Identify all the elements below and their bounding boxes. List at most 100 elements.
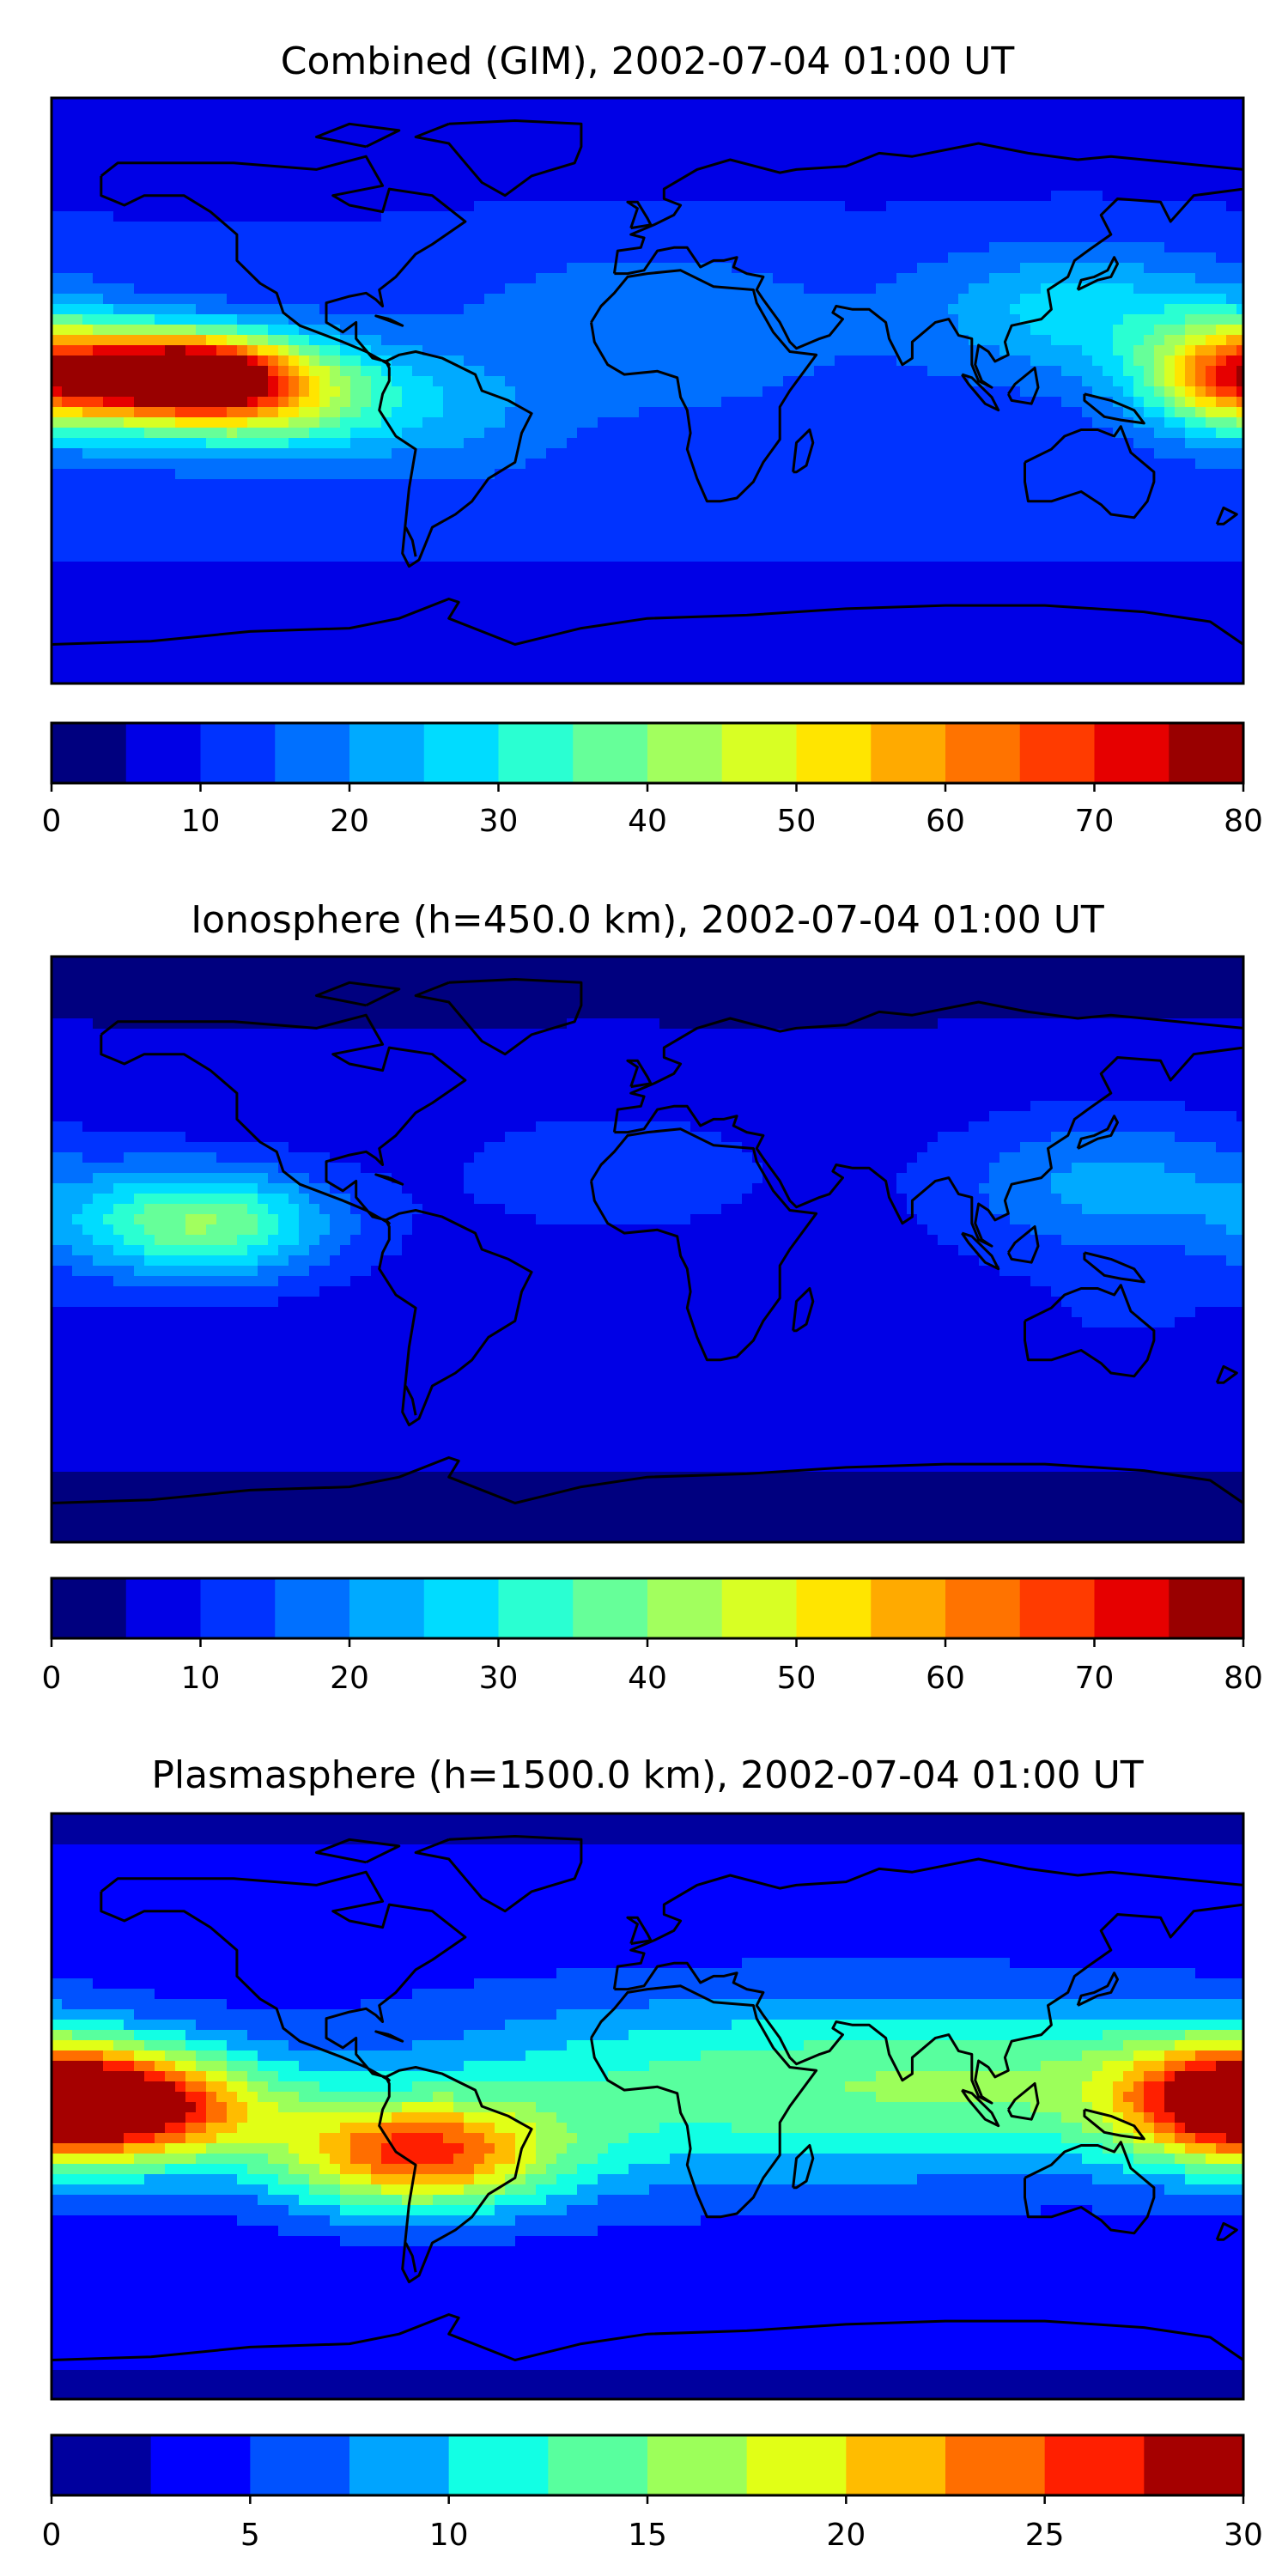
field-cell xyxy=(392,294,403,305)
field-cell xyxy=(412,201,423,212)
field-cell xyxy=(742,428,753,439)
field-cell xyxy=(227,459,238,470)
field-cell xyxy=(742,232,753,243)
field-cell xyxy=(309,469,320,480)
field-cell xyxy=(278,386,289,398)
field-cell xyxy=(82,345,94,356)
field-cell xyxy=(1072,366,1083,377)
field-cell xyxy=(536,232,547,243)
field-cell xyxy=(433,170,444,181)
field-cell xyxy=(319,479,331,490)
field-cell xyxy=(155,479,166,490)
field-cell xyxy=(536,500,547,511)
field-cell xyxy=(62,263,73,274)
field-cell xyxy=(1154,273,1165,284)
field-cell xyxy=(536,355,547,367)
field-cell xyxy=(258,386,269,398)
field-cell xyxy=(1175,108,1186,119)
field-cell xyxy=(938,438,949,449)
field-cell xyxy=(474,283,485,295)
field-cell xyxy=(989,366,1000,377)
field-cell xyxy=(330,118,341,130)
field-cell xyxy=(361,531,372,542)
field-cell xyxy=(1144,438,1155,449)
field-cell xyxy=(392,510,403,521)
field-cell xyxy=(227,160,238,171)
field-cell xyxy=(82,438,94,449)
field-cell xyxy=(381,459,392,470)
field-cell xyxy=(608,438,619,449)
field-cell xyxy=(1030,325,1042,336)
field-cell xyxy=(804,500,815,511)
field-cell xyxy=(1113,180,1124,191)
field-cell xyxy=(773,531,784,542)
field-cell xyxy=(773,500,784,511)
field-cell xyxy=(144,252,155,264)
field-cell xyxy=(670,325,681,336)
field-cell xyxy=(299,180,310,191)
field-cell xyxy=(618,180,629,191)
field-cell xyxy=(1082,355,1093,367)
field-cell xyxy=(979,448,990,459)
field-cell xyxy=(866,263,877,274)
field-cell xyxy=(690,531,702,542)
field-cell xyxy=(804,314,815,325)
field-cell xyxy=(783,304,794,315)
field-cell xyxy=(124,407,135,418)
field-cell xyxy=(690,489,702,501)
field-cell xyxy=(938,479,949,490)
field-cell xyxy=(1113,366,1124,377)
field-cell xyxy=(1175,438,1186,449)
field-cell xyxy=(835,489,846,501)
field-cell xyxy=(752,345,763,356)
field-cell xyxy=(309,273,320,284)
field-cell xyxy=(824,211,835,222)
field-cell xyxy=(1164,139,1176,150)
field-cell xyxy=(732,469,743,480)
field-cell xyxy=(546,448,557,459)
field-cell xyxy=(814,428,825,439)
field-cell xyxy=(927,129,939,140)
field-cell xyxy=(608,118,619,130)
field-cell xyxy=(876,201,887,212)
field-cell xyxy=(515,510,526,521)
field-cell xyxy=(639,294,650,305)
field-cell xyxy=(1144,170,1155,181)
field-cell xyxy=(680,325,691,336)
field-cell xyxy=(1236,211,1243,222)
field-cell xyxy=(969,108,980,119)
field-cell xyxy=(742,397,753,408)
field-cell xyxy=(289,211,300,222)
field-cell xyxy=(103,438,114,449)
field-cell xyxy=(216,149,228,161)
field-cell xyxy=(1236,438,1243,449)
field-cell xyxy=(1216,325,1227,336)
field-cell xyxy=(412,489,423,501)
field-cell xyxy=(495,232,506,243)
field-cell xyxy=(196,417,207,428)
field-cell xyxy=(392,397,403,408)
field-cell xyxy=(783,211,794,222)
field-cell xyxy=(773,294,784,305)
field-cell xyxy=(1082,469,1093,480)
field-cell xyxy=(907,118,918,130)
field-cell xyxy=(979,191,990,202)
field-cell xyxy=(350,459,361,470)
field-cell xyxy=(948,520,959,532)
field-cell xyxy=(1195,252,1206,264)
field-cell xyxy=(979,129,990,140)
field-cell xyxy=(835,294,846,305)
field-cell xyxy=(1010,180,1021,191)
field-cell xyxy=(556,345,568,356)
field-cell xyxy=(72,211,83,222)
field-cell xyxy=(1082,170,1093,181)
field-cell xyxy=(484,242,495,253)
field-cell xyxy=(371,232,382,243)
field-cell xyxy=(1072,191,1083,202)
field-cell xyxy=(845,211,856,222)
field-cell xyxy=(309,314,320,325)
field-cell xyxy=(62,376,73,387)
field-cell xyxy=(711,407,722,418)
field-cell xyxy=(330,108,341,119)
field-cell xyxy=(1010,108,1021,119)
